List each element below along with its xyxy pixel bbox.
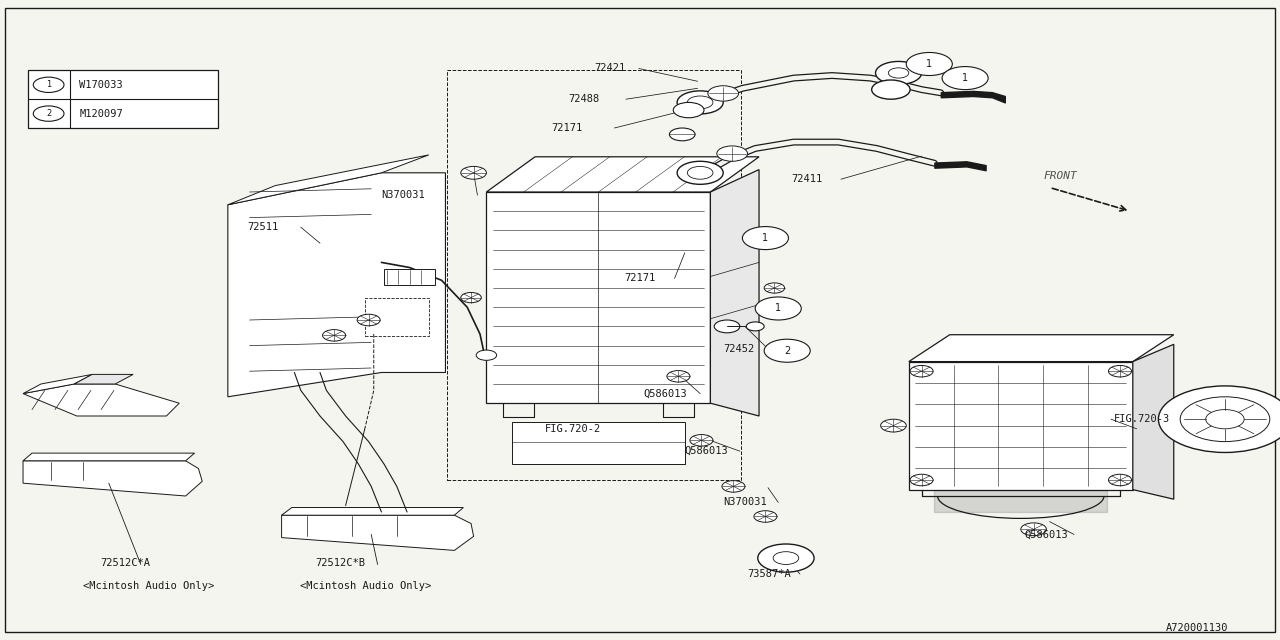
Text: <Mcintosh Audio Only>: <Mcintosh Audio Only> [300,580,431,591]
Circle shape [33,106,64,122]
Polygon shape [228,173,445,397]
Circle shape [476,350,497,360]
Circle shape [687,166,713,179]
Text: N370031: N370031 [381,190,425,200]
Polygon shape [710,170,759,416]
Circle shape [1158,386,1280,452]
Circle shape [942,67,988,90]
Text: 72171: 72171 [625,273,655,284]
Polygon shape [282,515,474,550]
Circle shape [677,91,723,114]
Text: 1: 1 [963,73,968,83]
Text: 72452: 72452 [723,344,754,354]
Text: 72411: 72411 [791,174,822,184]
Polygon shape [1133,344,1174,499]
Circle shape [669,128,695,141]
Text: M120097: M120097 [79,109,123,118]
Circle shape [714,320,740,333]
Circle shape [33,77,64,92]
Bar [909,362,1133,490]
Circle shape [1021,523,1046,536]
Text: N370031: N370031 [723,497,767,508]
Circle shape [673,102,704,118]
Circle shape [910,365,933,377]
Text: A720001130: A720001130 [1166,623,1229,634]
Text: Q586013: Q586013 [1024,529,1068,540]
Text: 73587*A: 73587*A [748,569,791,579]
Polygon shape [23,374,92,394]
Polygon shape [486,157,759,192]
Text: FRONT: FRONT [1043,172,1076,181]
Polygon shape [228,155,429,205]
Circle shape [906,52,952,76]
Circle shape [888,68,909,78]
Circle shape [717,146,748,161]
Circle shape [461,292,481,303]
Circle shape [910,474,933,486]
Text: W170033: W170033 [79,80,123,90]
Circle shape [708,86,739,101]
Circle shape [773,552,799,564]
Circle shape [881,419,906,432]
Text: 72512C*A: 72512C*A [100,558,150,568]
Text: 1: 1 [927,59,932,69]
Circle shape [1180,397,1270,442]
Text: FIG.720-3: FIG.720-3 [1114,414,1170,424]
Circle shape [677,161,723,184]
Circle shape [323,330,346,341]
Text: Q586013: Q586013 [685,446,728,456]
Circle shape [872,80,910,99]
Circle shape [758,544,814,572]
Text: 2: 2 [46,109,51,118]
Circle shape [667,371,690,382]
Circle shape [746,322,764,331]
Text: 72488: 72488 [568,94,599,104]
Bar [447,70,741,480]
Bar [365,298,429,336]
Circle shape [1108,365,1132,377]
Text: <Mcintosh Audio Only>: <Mcintosh Audio Only> [83,580,215,591]
Polygon shape [23,461,202,496]
Circle shape [764,283,785,293]
Circle shape [876,61,922,84]
Polygon shape [282,508,463,515]
Circle shape [722,481,745,492]
Text: 72511: 72511 [247,222,278,232]
Circle shape [754,511,777,522]
Polygon shape [23,453,195,461]
Bar [512,422,685,464]
Polygon shape [74,374,133,384]
Circle shape [1206,410,1244,429]
Bar [486,192,710,403]
Circle shape [687,96,713,109]
Circle shape [755,297,801,320]
Text: 72421: 72421 [594,63,625,74]
Polygon shape [23,384,179,416]
Text: FIG.720-2: FIG.720-2 [545,424,602,434]
Circle shape [461,166,486,179]
Text: 1: 1 [763,233,768,243]
Circle shape [1108,474,1132,486]
Text: Q586013: Q586013 [644,388,687,399]
Text: 1: 1 [776,303,781,314]
Circle shape [764,339,810,362]
Polygon shape [909,335,1174,362]
Text: 72512C*B: 72512C*B [315,558,365,568]
Circle shape [742,227,788,250]
Circle shape [690,435,713,446]
Bar [384,269,435,285]
Text: 2: 2 [785,346,790,356]
Bar [28,70,218,128]
Text: 72171: 72171 [552,123,582,133]
Circle shape [357,314,380,326]
Text: 1: 1 [46,80,51,90]
